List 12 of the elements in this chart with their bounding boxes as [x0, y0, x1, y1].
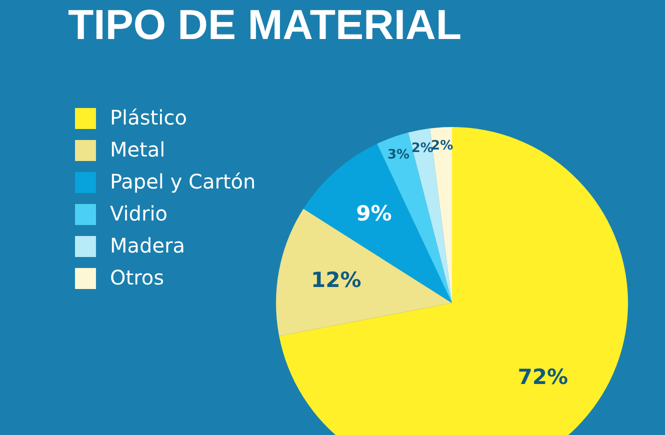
- data-label: 3%: [387, 147, 410, 162]
- data-label: 72%: [518, 365, 568, 390]
- legend-label: Metal: [110, 138, 166, 162]
- legend-label: Otros: [110, 266, 164, 290]
- legend-label: Madera: [110, 234, 185, 258]
- chart-title: TIPO DE MATERIAL: [68, 1, 462, 48]
- data-label: 9%: [356, 201, 392, 226]
- data-label: 2%: [411, 140, 434, 156]
- legend-label: Vidrio: [110, 202, 168, 226]
- data-label: 12%: [310, 268, 362, 292]
- legend-label: Papel y Cartón: [110, 170, 256, 194]
- legend-label: Plástico: [110, 106, 187, 130]
